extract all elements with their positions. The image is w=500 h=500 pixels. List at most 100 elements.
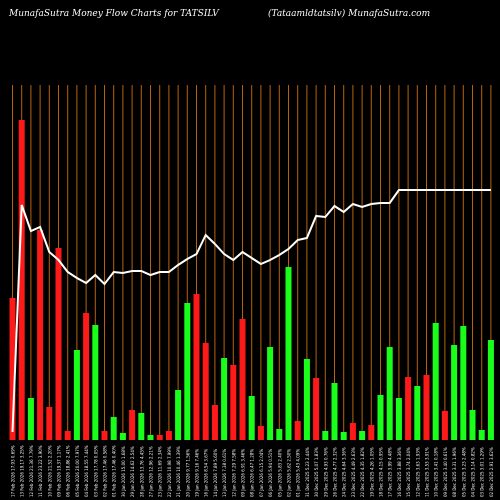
- money-flow-bar: [257, 426, 264, 440]
- x-tick-label: 31 Dec 2025 5.23 2.44%: [305, 447, 310, 497]
- x-tick-label: 13 Feb 2026 19.17 3.25%: [20, 445, 25, 497]
- money-flow-bar: [239, 319, 246, 440]
- x-tick-label: 10 Dec 2025 3.41 0.18%: [434, 447, 439, 497]
- x-tick-label: 03 Dec 2025 3.01 1.29%: [480, 447, 485, 497]
- x-tick-label: 24 Dec 2025 4.64 3.36%: [342, 447, 347, 497]
- x-tick-label: 09 Jan 2026 6.91 3.46%: [241, 449, 246, 497]
- money-flow-bar: [248, 396, 255, 440]
- money-flow-bar: [331, 383, 338, 440]
- x-tick-label: 16 Jan 2026 8.54 3.67%: [204, 449, 209, 497]
- money-flow-bar: [441, 411, 448, 440]
- chart-subtitle: (Tataamldtatsilv) MunafaSutra.com: [268, 9, 431, 19]
- x-tick-label: 20 Jan 2026 9.77 1.56%: [185, 449, 190, 497]
- x-tick-label: 23 Jan 2026 11.69 2.34%: [158, 446, 163, 497]
- money-flow-bar: [165, 431, 172, 440]
- money-flow-bar: [469, 410, 476, 440]
- money-flow-bar: [414, 386, 421, 440]
- money-flow-bar: [313, 378, 320, 440]
- x-tick-label: 11 Feb 2026 23.22 3.90%: [38, 445, 43, 497]
- money-flow-bar: [322, 431, 329, 440]
- x-tick-label: 27 Jan 2026 12.96 2.21%: [149, 446, 154, 497]
- x-tick-label: 06 Feb 2026 18.86 2.41%: [66, 445, 71, 497]
- money-flow-bar: [276, 429, 283, 440]
- x-tick-label: 13 Jan 2026 7.38 0.61%: [222, 449, 227, 497]
- x-tick-label: 14 Jan 2026 7.89 5.60%: [213, 449, 218, 497]
- x-tick-label: 12 Feb 2026 21.36 7.79%: [29, 445, 34, 497]
- x-tick-label: 03 Feb 2026 17.78 0.05%: [93, 445, 98, 497]
- money-flow-bar: [487, 340, 494, 440]
- x-tick-label: 05 Jan 2026 5.83 2.40%: [277, 449, 282, 497]
- x-tick-label: 01 Feb 2026 17.46 0.40%: [112, 445, 117, 497]
- x-tick-label: 05 Feb 2026 20.00 7.97%: [75, 445, 80, 497]
- money-flow-bar: [147, 435, 154, 440]
- x-tick-label: 09 Dec 2025 3.40 0.61%: [443, 447, 448, 497]
- money-flow-bar: [349, 423, 356, 440]
- money-flow-bar: [423, 375, 430, 440]
- money-flow-bar: [27, 398, 34, 440]
- x-tick-label: 18 Dec 2025 4.15 0.95%: [379, 447, 384, 497]
- money-flow-bar: [230, 365, 237, 440]
- x-tick-label: 10 Feb 2026 21.52 2.20%: [47, 445, 52, 497]
- x-tick-label: 04 Dec 2025 3.14 0.82%: [471, 447, 476, 497]
- x-tick-label: 04 Feb 2026 18.55 7.44%: [84, 445, 89, 497]
- x-tick-label: 21 Jan 2026 10.46 1.39%: [176, 446, 181, 497]
- money-flow-bar: [46, 407, 53, 440]
- x-tick-label: 17 Dec 2025 3.99 4.48%: [388, 447, 393, 497]
- money-flow-bar: [478, 430, 485, 440]
- money-flow-bar: [294, 421, 301, 440]
- money-flow-bar: [432, 323, 439, 440]
- price-line: [11, 189, 491, 433]
- x-tick-label: 30 Dec 2025 5.07 1.83%: [314, 447, 319, 497]
- money-flow-bar: [110, 417, 117, 440]
- x-tick-label: 11 Dec 2025 3.53 3.91%: [425, 447, 430, 497]
- money-flow-bar: [55, 248, 62, 440]
- money-flow-bar: [92, 325, 99, 440]
- money-flow-bar: [460, 326, 467, 440]
- x-tick-label: 30 Jan 2026 15.00 1.68%: [121, 446, 126, 497]
- x-tick-label: 12 Dec 2025 3.63 1.93%: [415, 447, 420, 497]
- x-tick-label: 19 Dec 2025 4.26 1.05%: [369, 447, 374, 497]
- x-tick-label: 09 Feb 2026 19.37 1.17%: [57, 445, 62, 497]
- x-tick-label: 02 Dec 2025 2.91 3.62%: [489, 447, 494, 497]
- money-flow-bar: [9, 298, 16, 440]
- money-flow-bar: [193, 294, 200, 440]
- money-flow-bar: [405, 377, 412, 440]
- x-tick-label: 16 Dec 2025 3.88 3.36%: [397, 447, 402, 497]
- money-flow-bar: [386, 347, 393, 440]
- x-tick-label: 29 Dec 2025 4.93 0.76%: [323, 447, 328, 497]
- x-tick-label: 07 Jan 2026 6.15 2.04%: [259, 449, 264, 497]
- money-flow-bar: [221, 358, 228, 440]
- money-flow-bar: [377, 395, 384, 440]
- x-tick-label: 19 Jan 2026 9.16 7.46%: [195, 449, 200, 497]
- money-flow-bar: [202, 343, 209, 440]
- money-flow-bar: [83, 313, 90, 440]
- money-flow-bar: [285, 267, 292, 440]
- money-flow-bar: [267, 347, 274, 440]
- money-flow-bar: [156, 435, 163, 440]
- money-flow-bar: [451, 345, 458, 440]
- money-flow-bar: [129, 410, 136, 440]
- x-tick-label: 22 Dec 2025 4.35 1.82%: [360, 447, 365, 497]
- money-flow-bar: [184, 303, 191, 440]
- money-flow-bar: [73, 350, 80, 440]
- money-flow-bar: [340, 432, 347, 440]
- money-flow-bar: [64, 431, 71, 440]
- x-tick-label: 28 Jan 2026 13.76 4.45%: [139, 446, 144, 497]
- money-flow-bar: [175, 390, 182, 440]
- x-tick-label: 06 Jan 2026 5.94 0.51%: [268, 449, 273, 497]
- money-flow-bar: [37, 230, 44, 440]
- money-flow-bar: [101, 431, 108, 440]
- x-tick-label: 23 Dec 2025 4.49 2.63%: [351, 447, 356, 497]
- x-tick-label: 29 Jan 2026 14.62 2.54%: [130, 446, 135, 497]
- x-tick-label: 08 Dec 2025 3.31 1.96%: [452, 447, 457, 497]
- x-tick-label: 05 Dec 2025 3.23 2.48%: [461, 447, 466, 497]
- money-flow-bar: [368, 425, 375, 440]
- x-tick-label: 02 Feb 2026 17.46 0.58%: [103, 445, 108, 497]
- x-tick-label: 01 Jan 2026 5.43 4.09%: [296, 449, 301, 497]
- chart-title: MunafaSutra Money Flow Charts for TATSIL…: [9, 9, 219, 19]
- x-tick-label: 15 Dec 2025 3.74 2.04%: [406, 447, 411, 497]
- money-flow-bar: [119, 433, 126, 440]
- money-flow-bar: [211, 405, 218, 440]
- money-flow-bar: [138, 413, 145, 440]
- x-tick-label: 02 Jan 2026 5.62 2.50%: [287, 449, 292, 497]
